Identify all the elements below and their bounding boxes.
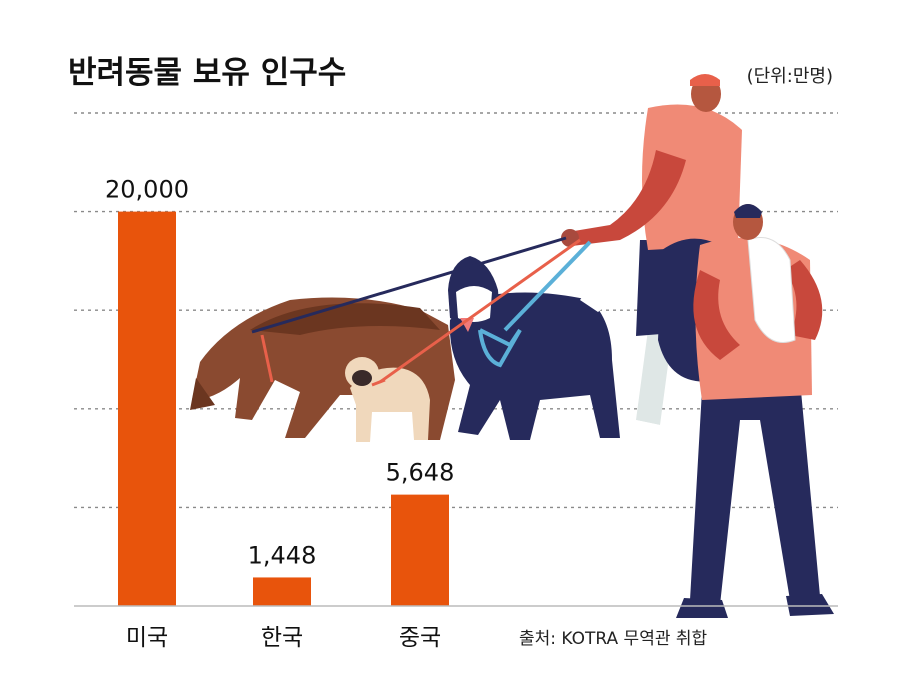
category-label-0: 미국	[126, 625, 168, 651]
gridlines	[74, 112, 838, 509]
bar-0	[118, 211, 176, 606]
chart-title: 반려동물 보유 인구수	[68, 55, 346, 91]
value-label-2: 5,648	[386, 459, 455, 487]
bar-2	[391, 494, 449, 606]
value-labels: 20,000 1,448 5,648	[105, 176, 454, 570]
bar-1	[253, 577, 311, 606]
husky-icon	[448, 256, 620, 440]
german-shepherd-icon	[190, 297, 455, 440]
pug-icon	[345, 357, 430, 442]
value-label-0: 20,000	[105, 176, 189, 204]
source-note: 출처: KOTRA 무역관 취합	[519, 629, 708, 649]
category-label-1: 한국	[261, 625, 303, 651]
dog-walking-illustration	[190, 74, 834, 618]
bars	[118, 211, 449, 606]
category-labels: 미국 한국 중국	[126, 625, 441, 651]
unit-note: (단위:만명)	[747, 66, 833, 87]
category-label-2: 중국	[399, 625, 441, 651]
value-label-1: 1,448	[248, 541, 317, 569]
person-holding-cat-icon	[658, 204, 834, 618]
